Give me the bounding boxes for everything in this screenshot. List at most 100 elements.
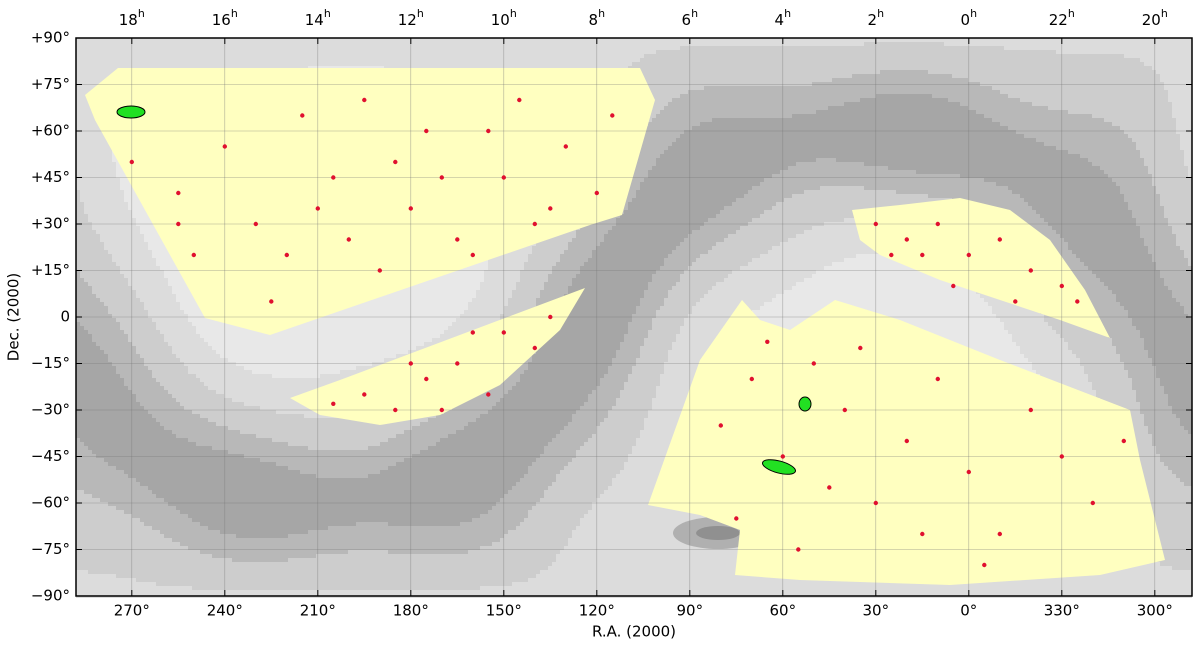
data-point [858,345,863,351]
data-point [222,144,227,149]
survey-region [852,198,1110,338]
y-tick-label: +90° [31,29,70,47]
x2-tick-label: 4h [775,7,792,29]
data-point [331,175,336,180]
x2-tick-label: 12h [398,7,424,29]
data-point [253,221,258,227]
data-point [176,221,181,227]
y-tick-label: −45° [31,447,70,465]
data-point [470,330,475,335]
data-point [1028,268,1034,273]
data-point [873,500,878,506]
data-point [610,113,615,118]
data-point [532,345,537,351]
data-point [470,252,475,258]
data-point [827,485,832,490]
x-tick-label: 90° [677,602,704,620]
x2-tick-label: 20h [1142,7,1168,29]
data-point [1075,299,1080,304]
x-tick-label: 120° [579,602,615,620]
highlight-regions [116,105,812,475]
data-point [734,516,739,521]
data-point [408,206,413,211]
data-point [486,392,491,397]
data-point [749,376,754,382]
data-point [1121,438,1127,444]
data-point [982,562,987,568]
data-point [997,237,1002,242]
x2-tick-label: 16h [212,7,238,29]
data-point [346,237,351,242]
y-tick-label: +15° [31,261,70,279]
x2-tick-label: 8h [589,7,606,29]
data-point [455,237,460,242]
data-point [951,283,956,289]
x2-tick-label: 10h [491,7,517,29]
data-point [284,252,289,258]
data-point [501,175,506,180]
data-point [377,268,382,273]
data-point [1059,283,1065,289]
band-level [76,94,1192,538]
data-point [300,113,305,118]
data-point [920,252,925,258]
data-point [935,376,940,382]
data-point [780,454,785,459]
x-tick-label: 270° [114,602,150,620]
data-point [269,299,274,304]
data-point [1090,500,1096,506]
data-point [796,547,801,552]
data-point [191,252,196,258]
data-point [873,221,878,227]
data-point [904,237,909,242]
x-tick-label: 180° [393,602,429,620]
data-point [718,423,723,428]
x2-tick-label: 22h [1049,7,1075,29]
x2-tick-label: 0h [961,7,978,29]
data-point [393,407,398,413]
data-point [1059,454,1065,459]
data-point [439,175,444,180]
data-point [362,97,367,103]
data-point [362,392,367,397]
y-tick-label: +60° [31,122,70,140]
data-point [966,252,971,258]
band-level [76,70,1192,562]
data-point [1013,299,1018,304]
y-tick-label: −15° [31,354,70,372]
data-point [548,206,553,211]
y-tick-label: +30° [31,215,70,233]
x-axis-label: R.A. (2000) [592,623,676,641]
data-point [1028,407,1034,413]
data-point [765,339,770,344]
data-point [811,361,816,366]
y-tick-label: −30° [31,401,70,419]
data-point [842,407,847,413]
y-tick-label: −90° [31,587,70,605]
data-point [439,407,444,413]
x-tick-label: 300° [1137,602,1173,620]
data-point [889,252,894,258]
data-point [331,401,336,406]
data-point [517,97,522,103]
x2-tick-label: 14h [305,7,331,29]
points [129,97,1127,568]
data-point [424,128,429,134]
data-point [548,314,553,320]
data-point [315,206,320,211]
data-point [904,438,909,444]
data-point [486,128,491,134]
x-tick-label: 60° [770,602,797,620]
x-tick-label: 210° [300,602,336,620]
y-tick-label: −60° [31,494,70,512]
data-point [966,469,971,475]
y-tick-label: +75° [31,75,70,93]
data-point [501,330,506,335]
x-tick-label: 30° [863,602,890,620]
cloud-core [696,526,740,540]
grid [76,37,1192,597]
x-tick-label: 150° [486,602,522,620]
highlight-region [798,396,812,412]
y-tick-label: 0 [60,308,70,326]
